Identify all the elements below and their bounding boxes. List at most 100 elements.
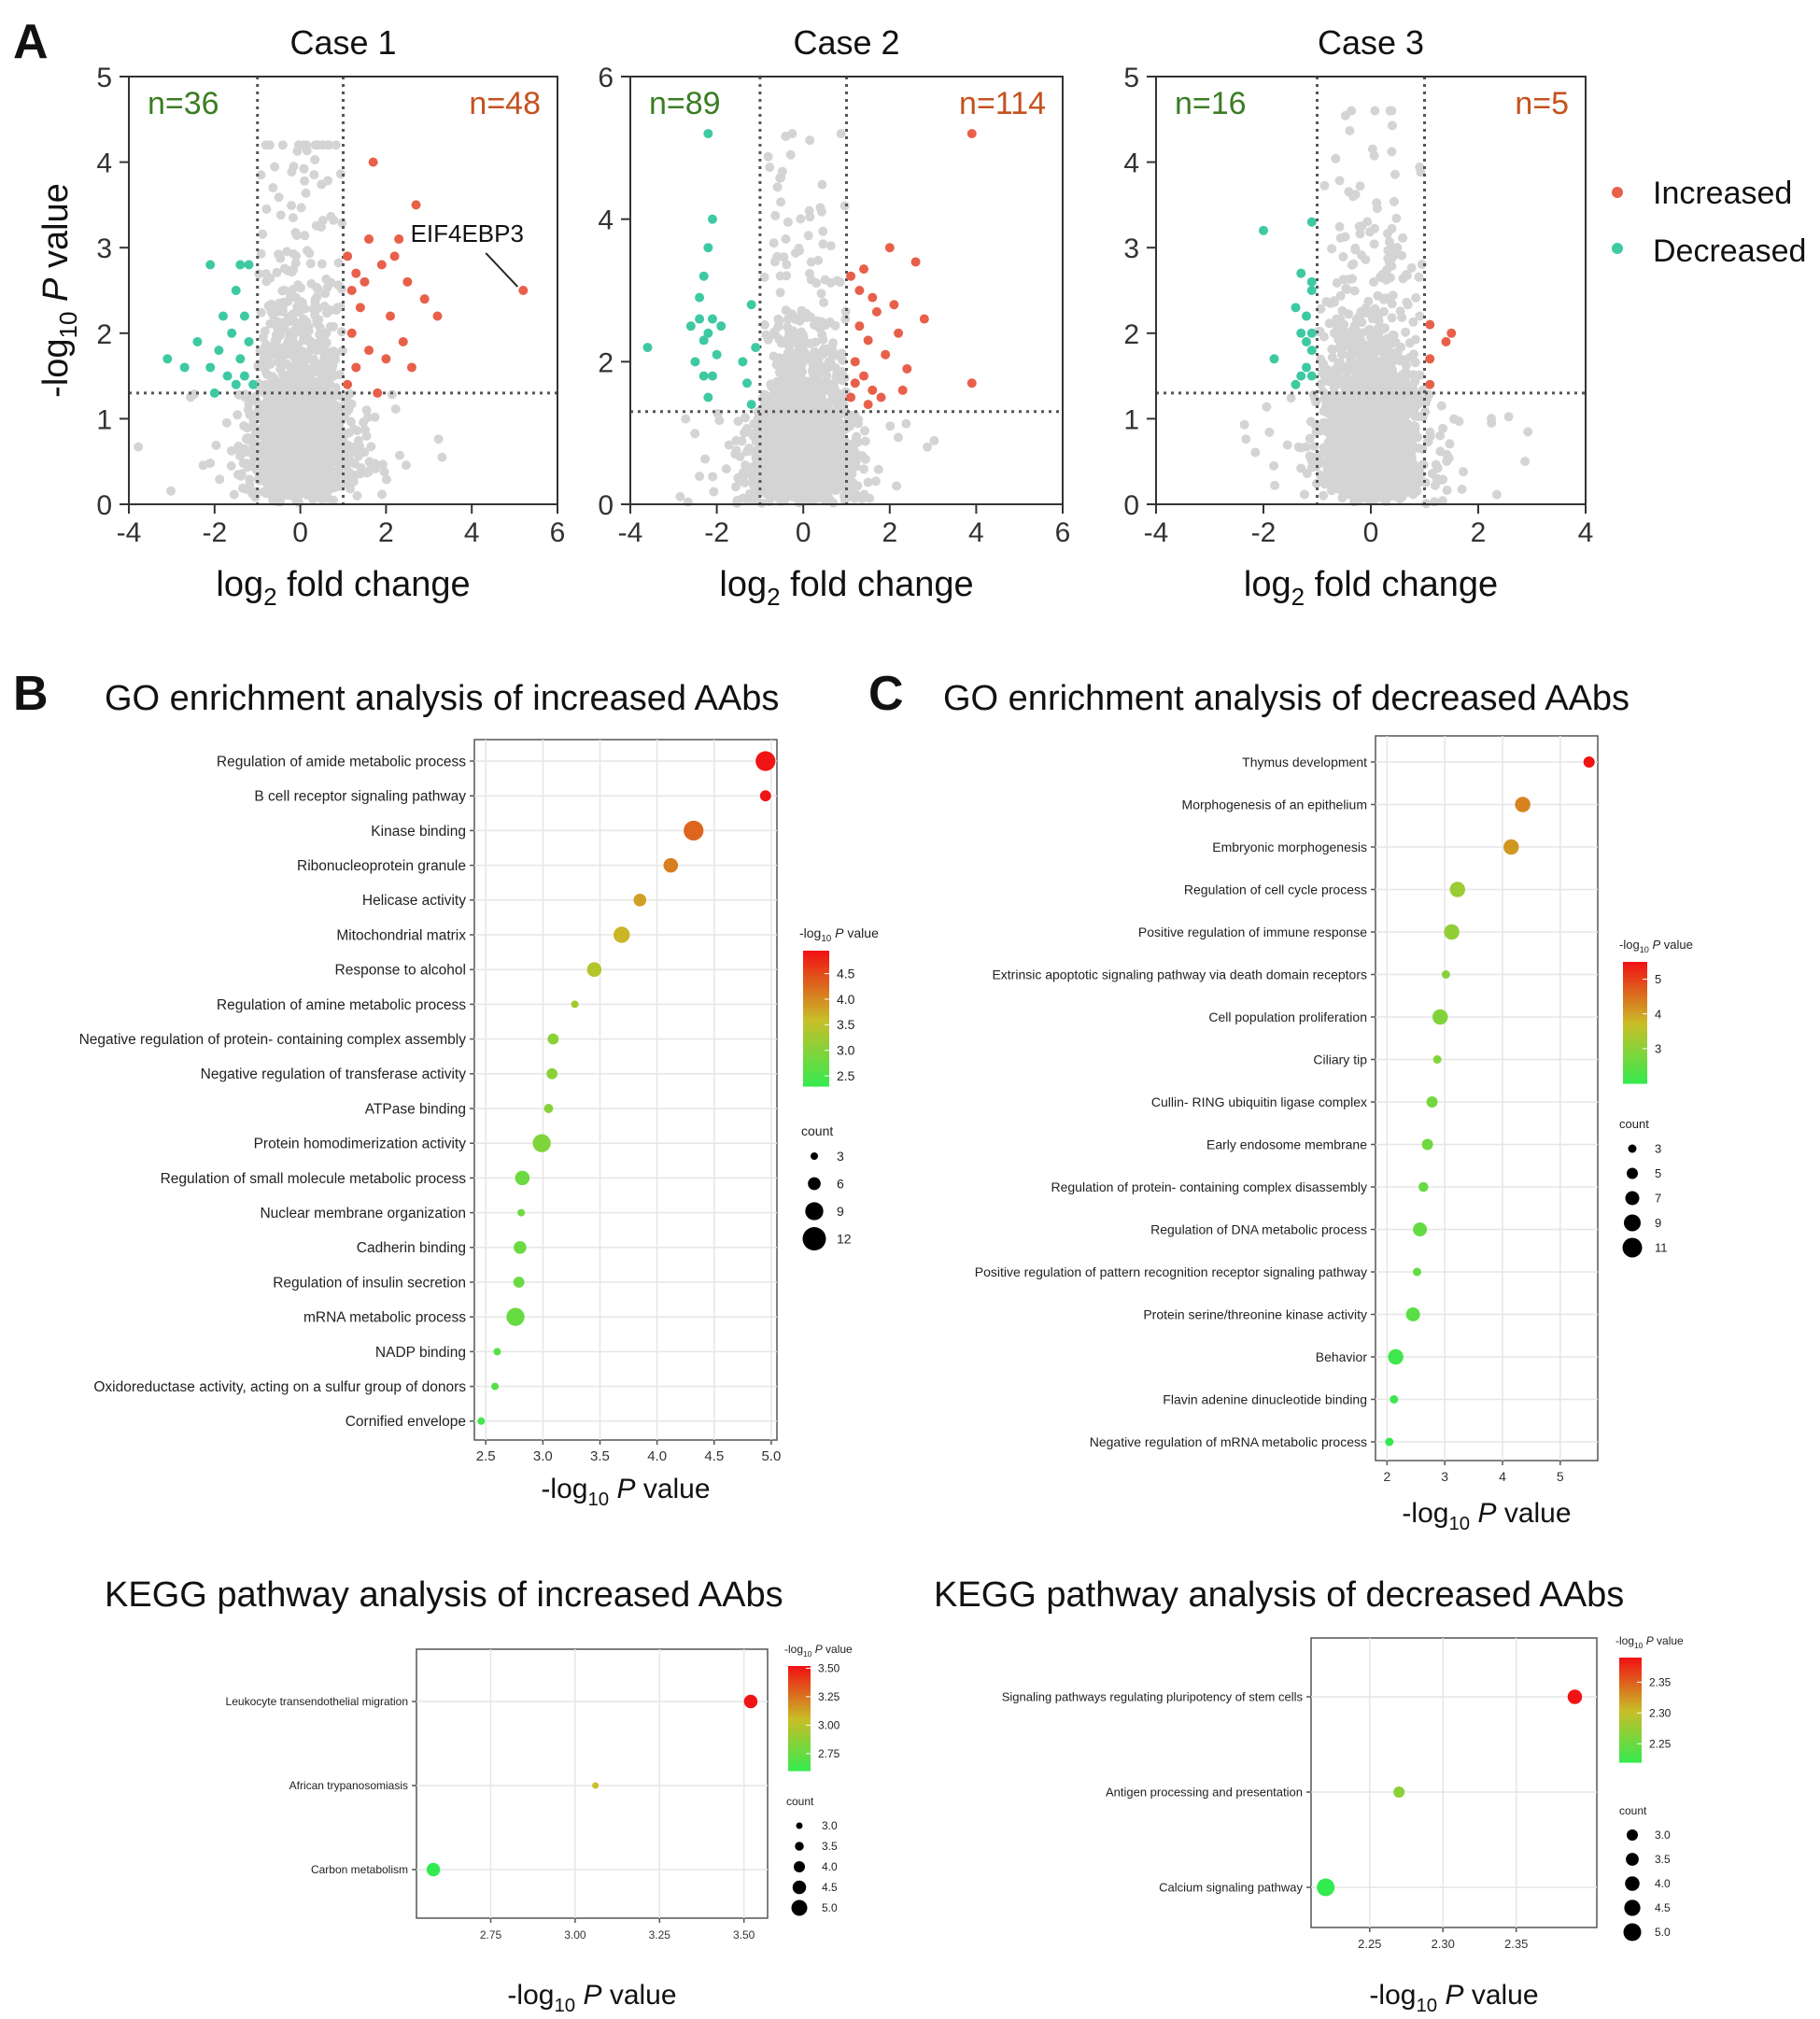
background-point	[737, 436, 747, 446]
background-point	[382, 474, 391, 485]
background-point	[395, 450, 404, 460]
decreased-point	[738, 357, 748, 367]
background-point	[1383, 246, 1393, 256]
background-point	[1435, 431, 1446, 441]
background-point	[803, 231, 813, 241]
decreased-point	[703, 243, 713, 253]
background-point	[300, 176, 310, 186]
background-point	[291, 231, 302, 240]
background-point	[1311, 478, 1321, 488]
background-point	[708, 472, 718, 482]
background-point	[318, 458, 329, 468]
background-point	[324, 140, 334, 150]
panel-letter-c: C	[868, 667, 904, 721]
background-point	[309, 170, 319, 180]
increased-point	[846, 392, 856, 402]
background-point	[783, 347, 794, 357]
background-point	[776, 451, 786, 461]
decreased-point	[222, 371, 233, 381]
background-point	[787, 438, 797, 448]
background-point	[289, 441, 300, 450]
background-point	[279, 285, 289, 295]
background-point	[352, 426, 362, 436]
increased-point	[876, 392, 886, 402]
background-point	[333, 258, 344, 268]
background-point	[1459, 467, 1468, 477]
y-tick-label: 4	[96, 148, 112, 179]
background-point	[236, 469, 247, 479]
background-point	[1503, 412, 1514, 422]
background-point	[800, 419, 811, 430]
background-point	[1388, 120, 1397, 131]
increased-point	[889, 300, 899, 310]
background-point	[273, 489, 283, 500]
x-tick-label: 0	[292, 517, 308, 548]
background-point	[286, 398, 296, 408]
legend-increased-label: Increased	[1653, 176, 1792, 211]
x-axis-label-rest: fold change	[277, 565, 471, 604]
increased-point	[868, 292, 878, 303]
decreased-point	[703, 129, 713, 139]
background-point	[1387, 223, 1397, 233]
background-point	[839, 201, 850, 211]
background-point	[763, 151, 773, 162]
decreased-point	[239, 371, 249, 381]
increased-point	[419, 294, 430, 304]
background-point	[261, 488, 272, 499]
background-point	[272, 407, 281, 417]
background-point	[769, 412, 780, 422]
background-point	[1416, 461, 1426, 472]
y-axis-label: -log10 P value	[36, 183, 82, 398]
background-point	[1420, 407, 1431, 417]
background-point	[333, 478, 344, 488]
background-point	[775, 271, 785, 281]
background-point	[777, 388, 787, 398]
background-point	[923, 442, 933, 452]
background-point	[359, 417, 369, 428]
background-point	[274, 192, 284, 203]
background-point	[327, 483, 336, 493]
background-point	[270, 162, 280, 172]
decreased-point	[707, 314, 717, 324]
background-point	[1370, 304, 1380, 314]
background-point	[675, 491, 685, 501]
background-point	[1457, 484, 1467, 494]
panel-letter-a: A	[13, 15, 49, 69]
background-point	[1523, 427, 1533, 437]
background-point	[311, 484, 321, 494]
background-point	[237, 483, 247, 493]
background-point	[1264, 427, 1275, 437]
background-point	[827, 345, 838, 355]
x-axis-label-subscript: 2	[767, 583, 780, 611]
background-point	[312, 316, 322, 325]
background-point	[302, 146, 312, 156]
background-point	[241, 434, 251, 444]
decreased-point	[248, 379, 259, 389]
decreased-point	[205, 362, 216, 373]
background-point	[700, 454, 711, 464]
background-point	[838, 367, 847, 376]
background-point	[290, 318, 301, 328]
background-point	[291, 250, 301, 261]
background-point	[840, 306, 851, 317]
background-point	[788, 492, 798, 502]
y-axis-label-rest: value	[36, 183, 76, 277]
background-point	[331, 355, 340, 364]
background-point	[291, 354, 302, 364]
background-point	[1391, 213, 1402, 223]
background-point	[769, 238, 779, 248]
background-point	[292, 388, 303, 398]
background-point	[760, 389, 769, 400]
background-point	[779, 459, 789, 469]
background-point	[773, 321, 783, 332]
background-point	[1437, 496, 1447, 506]
background-point	[807, 366, 817, 376]
background-point	[1387, 147, 1397, 157]
background-point	[326, 277, 336, 288]
background-point	[1438, 423, 1448, 433]
x-axis-label-subscript: 2	[263, 583, 276, 611]
background-point	[301, 421, 311, 431]
decreased-point	[746, 400, 756, 410]
decreased-point	[698, 371, 709, 381]
